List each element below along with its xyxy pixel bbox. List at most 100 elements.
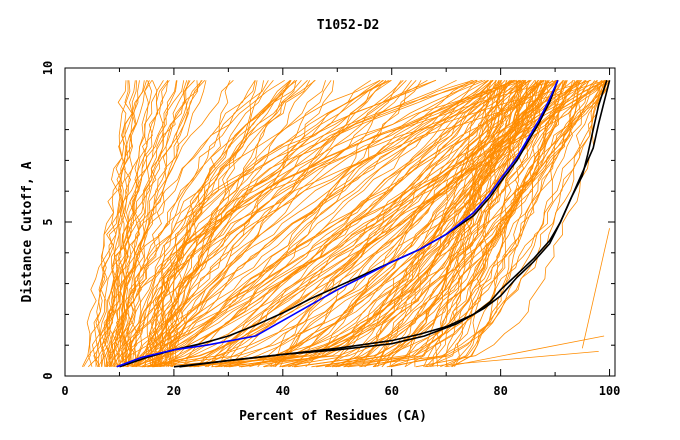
- model-curve: [446, 335, 605, 368]
- model-curve: [281, 80, 550, 368]
- model-curve: [293, 80, 566, 368]
- model-curve: [108, 79, 521, 367]
- model-curve: [95, 80, 169, 367]
- model-curve: [104, 80, 136, 367]
- model-curve: [111, 80, 256, 367]
- highlighted-curve-2: [116, 79, 559, 368]
- x-tick-label: 20: [167, 384, 181, 398]
- model-curve: [99, 80, 147, 367]
- model-curve: [152, 79, 587, 368]
- model-curve: [347, 80, 604, 368]
- model-curve: [166, 79, 316, 367]
- chart-title: T1052-D2: [317, 18, 380, 33]
- model-curve: [111, 79, 472, 368]
- model-curve: [143, 80, 520, 368]
- model-curve: [128, 79, 517, 367]
- model-curve: [444, 80, 549, 368]
- model-curve: [331, 80, 610, 368]
- model-curve: [113, 80, 158, 367]
- model-curve: [131, 79, 532, 367]
- model-curve: [157, 79, 477, 367]
- model-curve: [162, 80, 335, 367]
- model-curve: [136, 79, 592, 367]
- x-tick-label: 0: [61, 384, 68, 398]
- model-curve: [226, 80, 548, 368]
- model-curve: [158, 79, 383, 368]
- model-curve: [361, 80, 511, 367]
- model-curve: [93, 80, 137, 367]
- model-curve: [112, 79, 389, 367]
- model-curve: [153, 80, 559, 368]
- highlighted-curve-4: [179, 80, 611, 368]
- model-curve: [166, 80, 308, 367]
- x-tick-label: 80: [493, 384, 507, 398]
- model-curve: [136, 80, 494, 368]
- model-curve: [124, 80, 177, 367]
- model-curve: [170, 79, 513, 367]
- x-axis-label: Percent of Residues (CA): [239, 409, 427, 424]
- model-curve: [291, 80, 539, 368]
- model-curve: [336, 80, 520, 368]
- y-tick-label: 0: [41, 372, 55, 379]
- model-curve: [377, 80, 564, 367]
- model-curve: [386, 80, 580, 368]
- model-curve: [166, 79, 428, 367]
- model-curve: [154, 80, 387, 367]
- model-curve: [153, 80, 269, 367]
- model-curve: [329, 80, 590, 368]
- model-curve: [189, 80, 532, 368]
- model-curve: [135, 80, 515, 368]
- model-curve: [182, 79, 606, 367]
- model-curve: [91, 80, 131, 367]
- model-curve: [157, 79, 437, 367]
- model-curve: [108, 79, 381, 367]
- model-curve: [97, 80, 169, 368]
- model-curve: [135, 80, 407, 368]
- model-curve: [305, 80, 526, 368]
- model-curve: [432, 80, 507, 367]
- x-tick-label: 100: [599, 384, 621, 398]
- model-curve: [197, 79, 583, 368]
- model-curve: [164, 79, 516, 367]
- model-curve: [131, 80, 542, 368]
- x-tick-label: 60: [385, 384, 399, 398]
- model-curve: [142, 80, 478, 368]
- model-curve: [211, 80, 493, 367]
- model-curve: [127, 79, 515, 367]
- model-curve: [116, 80, 234, 367]
- model-curve: [135, 80, 412, 368]
- model-curve: [279, 80, 582, 368]
- model-curve: [156, 80, 297, 367]
- model-curve: [113, 80, 189, 367]
- model-curve: [424, 350, 599, 368]
- y-tick-label: 5: [41, 218, 55, 225]
- model-curve: [228, 80, 492, 367]
- model-curve: [101, 80, 153, 367]
- model-curve: [359, 80, 603, 368]
- model-curve: [119, 79, 483, 368]
- model-curve: [287, 80, 550, 368]
- model-curve: [146, 80, 296, 367]
- model-curve: [126, 80, 315, 368]
- model-curve: [343, 80, 610, 368]
- model-curve: [81, 80, 202, 367]
- model-curve: [275, 79, 544, 368]
- highlighted-curve-3: [173, 80, 608, 368]
- model-curve: [228, 79, 610, 368]
- model-curve: [156, 79, 607, 367]
- model-curve: [404, 80, 566, 368]
- model-curve: [218, 80, 539, 367]
- highlighted-curves: [116, 79, 611, 368]
- model-curve: [88, 80, 150, 367]
- x-axis-ticks: 0 20 40 60 80 100: [61, 68, 620, 398]
- model-curve: [146, 79, 477, 367]
- model-curve: [269, 80, 523, 368]
- model-curve: [581, 228, 610, 349]
- model-curve: [425, 80, 579, 368]
- model-curve: [126, 79, 490, 368]
- model-curves: [81, 79, 610, 368]
- y-axis-label: Distance Cutoff, A: [20, 161, 35, 302]
- model-curve: [223, 80, 518, 368]
- model-curve: [272, 79, 610, 368]
